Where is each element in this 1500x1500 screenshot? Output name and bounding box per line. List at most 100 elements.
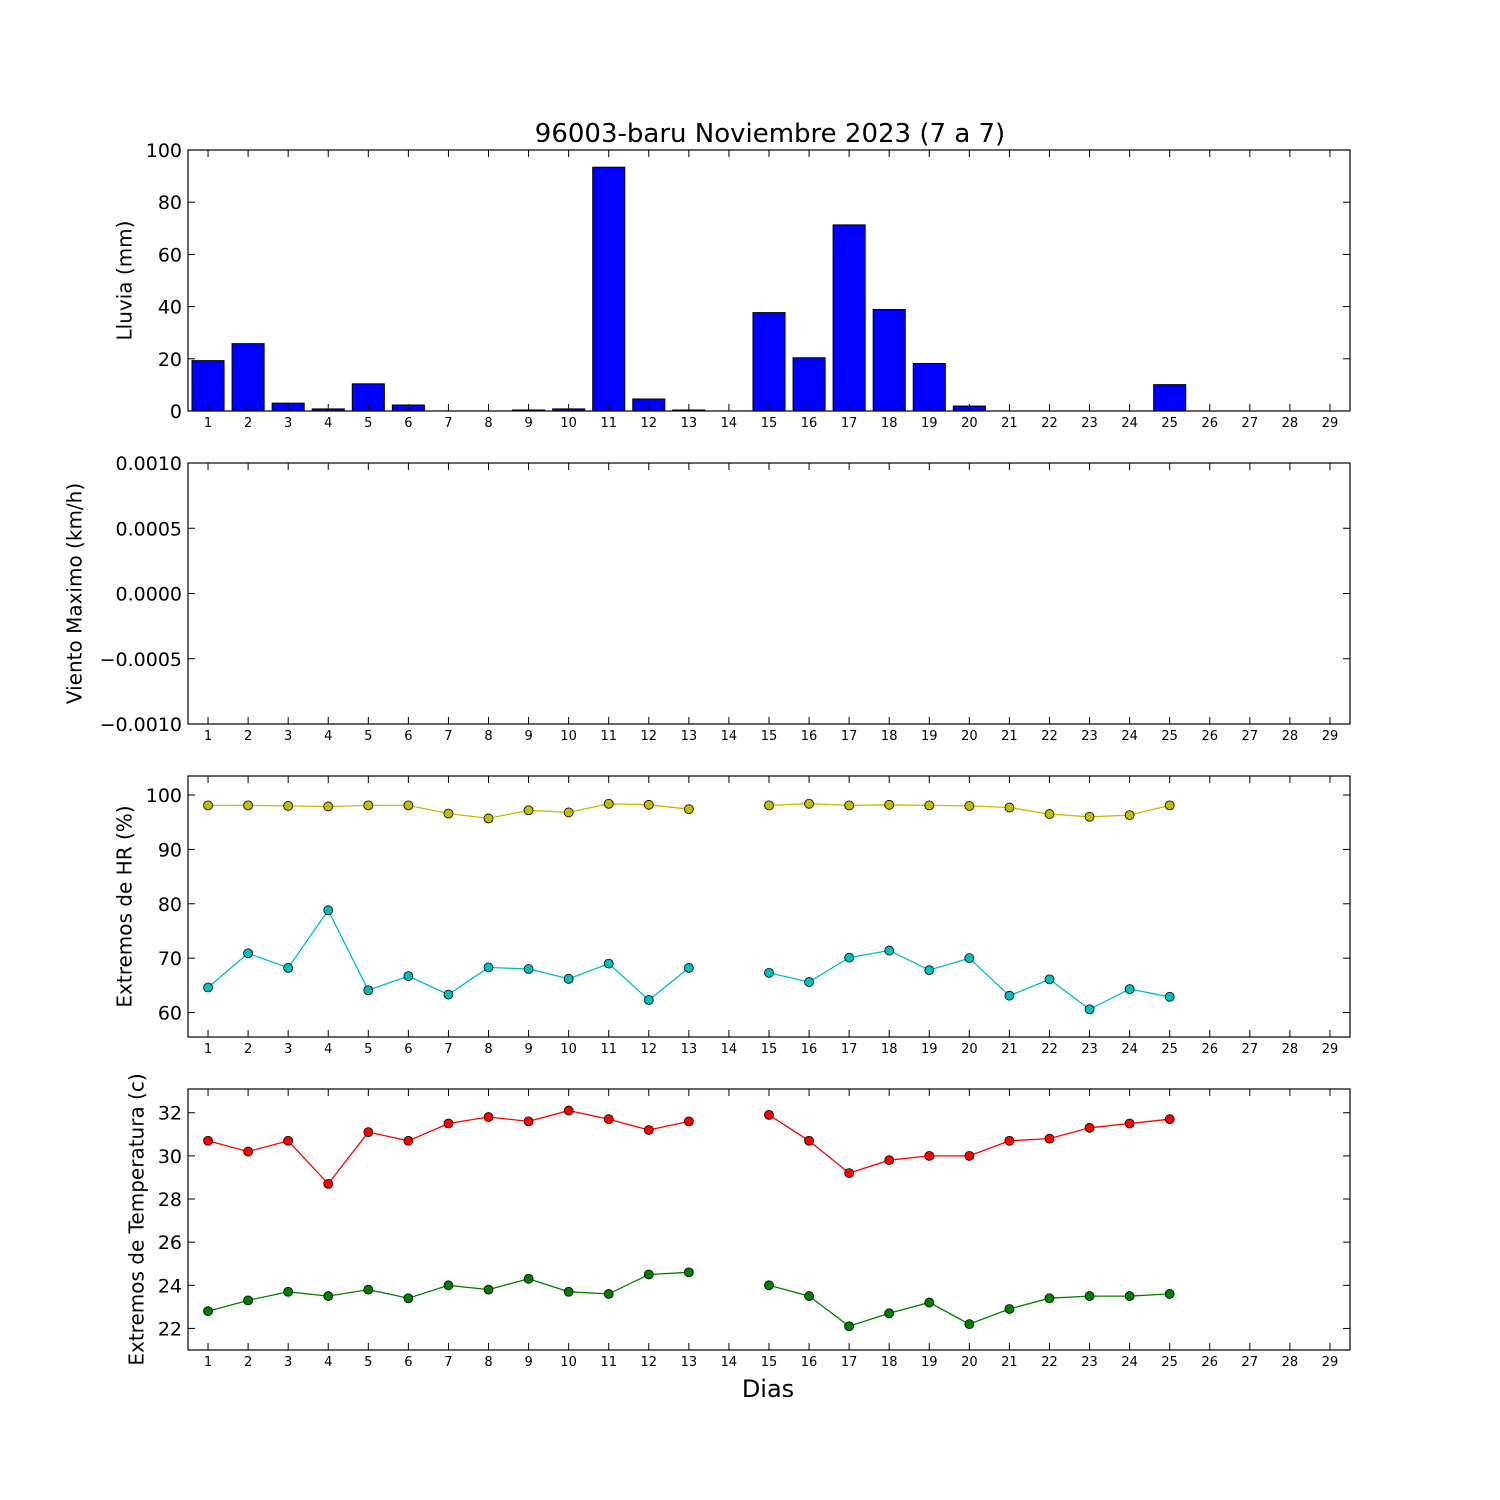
x-tick-label: 13 [681, 729, 698, 744]
rain-bar-day-18 [872, 308, 906, 412]
temperature-max-point-day-4 [323, 1179, 334, 1189]
temperature-max-point-day-6 [403, 1135, 414, 1146]
y-tick-label: 100 [146, 140, 182, 162]
temperature-min-point-day-7 [443, 1280, 454, 1291]
x-tick-label: 16 [801, 416, 818, 431]
rain-bar-day-11 [592, 166, 626, 412]
rain-bar-day-17 [832, 224, 866, 412]
x-tick-label: 18 [881, 1042, 898, 1057]
temperature-min-point-day-6 [403, 1293, 414, 1304]
temperature-max-point-day-11 [603, 1114, 614, 1125]
x-tick-label: 12 [641, 1355, 658, 1370]
x-tick-label: 17 [841, 416, 858, 431]
temperature-min-point-day-3 [283, 1286, 294, 1297]
x-tick-label: 21 [1001, 1355, 1018, 1370]
humidity-max-point-day-22 [1044, 809, 1055, 819]
x-tick-label: 28 [1282, 416, 1299, 431]
x-tick-label: 20 [961, 1355, 978, 1370]
x-tick-label: 5 [364, 729, 372, 744]
temperature-min-point-day-25 [1164, 1289, 1175, 1299]
humidity-max-point-day-17 [844, 800, 855, 811]
x-tick-label: 12 [641, 416, 658, 431]
temperature-max-point-day-18 [884, 1155, 895, 1166]
temperature-min-point-day-18 [884, 1308, 895, 1319]
x-tick-label: 1 [204, 1355, 212, 1370]
x-tick-label: 3 [284, 1042, 292, 1057]
humidity-max-point-day-4 [323, 801, 334, 812]
figure-title: 96003-baru Noviembre 2023 (7 a 7) [535, 119, 1005, 149]
x-tick-label: 22 [1041, 729, 1058, 744]
humidity-max-point-day-10 [563, 807, 574, 818]
humidity-max-point-day-25 [1164, 800, 1175, 811]
x-tick-label: 28 [1282, 1042, 1299, 1057]
x-tick-label: 10 [560, 1355, 577, 1370]
x-tick-label: 11 [600, 416, 617, 431]
temperature-max-point-day-13 [683, 1116, 694, 1127]
humidity-max-point-day-23 [1084, 811, 1095, 822]
temperature-max-point-day-16 [804, 1135, 814, 1146]
x-tick-label: 27 [1242, 1042, 1259, 1057]
temperature-max-point-day-5 [363, 1127, 374, 1138]
temperature-min-point-day-1 [203, 1306, 213, 1317]
x-tick-label: 28 [1282, 1355, 1299, 1370]
humidity-max-point-day-16 [804, 798, 814, 809]
x-tick-label: 10 [560, 416, 577, 431]
x-tick-label: 13 [681, 1042, 698, 1057]
temperature-min-point-day-5 [363, 1284, 374, 1295]
humidity-max-point-day-24 [1124, 810, 1135, 821]
humidity-min-point-day-18 [884, 945, 895, 956]
x-tick-label: 1 [204, 416, 212, 431]
x-tick-label: 11 [600, 729, 617, 744]
x-tick-label: 23 [1081, 729, 1098, 744]
x-tick-label: 15 [761, 1042, 778, 1057]
x-tick-label: 19 [921, 729, 938, 744]
humidity-min-point-day-16 [804, 977, 814, 987]
temperature-min-point-day-8 [483, 1284, 494, 1295]
x-tick-label: 13 [681, 1355, 698, 1370]
humidity-max-point-day-6 [403, 800, 414, 811]
x-tick-label: 17 [841, 1042, 858, 1057]
x-tick-label: 3 [284, 729, 292, 744]
x-tick-label: 28 [1282, 729, 1299, 744]
x-tick-label: 16 [801, 1042, 818, 1057]
humidity-max-point-day-2 [243, 800, 254, 811]
x-tick-label: 11 [600, 1355, 617, 1370]
humidity-max-point-day-3 [283, 801, 294, 811]
x-tick-label: 4 [324, 416, 332, 431]
temperature-min-point-day-17 [844, 1321, 855, 1332]
humidity-max-point-day-12 [643, 799, 654, 810]
humidity-max-point-day-11 [603, 798, 614, 809]
x-tick-label: 7 [444, 729, 452, 744]
x-axis-label: Dias [742, 1375, 794, 1403]
x-tick-label: 17 [841, 1355, 858, 1370]
x-tick-label: 15 [761, 1355, 778, 1370]
rain-bar-day-15 [752, 312, 786, 412]
rain-bar-day-1 [191, 360, 225, 412]
humidity-min-point-day-17 [844, 952, 855, 963]
x-tick-label: 8 [484, 1355, 492, 1370]
x-tick-label: 8 [484, 1042, 492, 1057]
temperature-min-point-day-16 [804, 1291, 814, 1301]
x-tick-label: 25 [1161, 729, 1178, 744]
x-tick-label: 19 [921, 1355, 938, 1370]
humidity-min-point-day-19 [924, 965, 935, 976]
x-tick-label: 7 [444, 1355, 452, 1370]
x-tick-label: 24 [1121, 729, 1138, 744]
x-tick-label: 7 [444, 1042, 452, 1057]
y-tick-label: 28 [158, 1189, 182, 1211]
x-tick-label: 27 [1242, 729, 1259, 744]
y-tick-label: −0.0010 [100, 714, 182, 736]
y-tick-label: 60 [158, 244, 182, 266]
humidity-max-point-day-18 [884, 799, 895, 810]
x-tick-label: 2 [244, 729, 252, 744]
temperature-max-point-day-8 [483, 1112, 494, 1122]
temperature-max-point-day-9 [523, 1116, 534, 1127]
humidity-min-point-day-23 [1084, 1004, 1095, 1015]
x-tick-label: 2 [244, 1355, 252, 1370]
y-tick-label: 90 [158, 839, 182, 861]
y-tick-label: 0.0010 [116, 453, 182, 475]
humidity-min-point-day-12 [643, 995, 654, 1005]
humidity-min-point-day-4 [323, 905, 334, 916]
